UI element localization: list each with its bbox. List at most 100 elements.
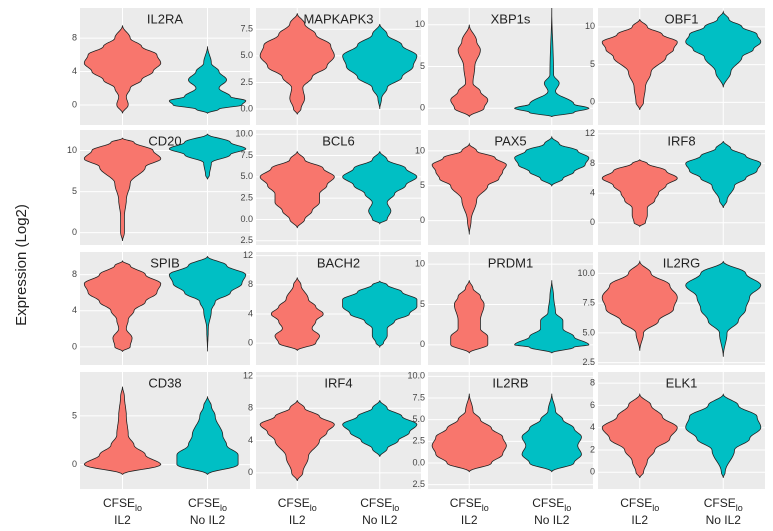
- y-tick-label: 7.5: [240, 150, 253, 160]
- y-tick-label: 10: [415, 19, 425, 29]
- y-tick-label: 2.5: [582, 357, 595, 367]
- panel-title: CD20: [148, 133, 181, 148]
- x-tick-label-sub: lo: [135, 503, 142, 513]
- y-tick-label: 12: [243, 250, 253, 260]
- x-tick-label: CFSElo: [278, 496, 317, 513]
- y-tick-label: 5: [420, 180, 425, 190]
- y-tick-label: 5.0: [240, 171, 253, 181]
- x-tick-label-main: CFSE: [704, 496, 736, 510]
- y-tick-label: 10: [415, 258, 425, 268]
- y-tick-label: 5: [420, 61, 425, 71]
- panel-title: OBF1: [665, 11, 699, 26]
- y-tick-label: 5.0: [582, 327, 595, 337]
- panel-title: SPIB: [150, 255, 180, 270]
- y-tick-label: 10: [585, 21, 595, 31]
- y-tick-label: 0.0: [240, 214, 253, 224]
- y-tick-label: 7.5: [240, 24, 253, 34]
- y-tick-label: 0: [72, 227, 77, 237]
- y-tick-label: 0: [72, 99, 77, 109]
- y-tick-label: 2.5: [240, 235, 253, 245]
- y-tick-label: 6: [590, 400, 595, 410]
- violin: [259, 151, 335, 229]
- panel-title: BACH2: [317, 255, 360, 270]
- violin: [342, 23, 418, 110]
- panel-title: CD38: [148, 375, 181, 390]
- panel-title: IL2RA: [147, 11, 183, 26]
- violin: [259, 13, 335, 115]
- violin: [601, 19, 678, 110]
- violin: [270, 277, 324, 352]
- x-tick-label-main: CFSE: [188, 496, 220, 510]
- violin: [83, 137, 162, 241]
- x-tick-label-line2: IL2: [461, 513, 478, 527]
- violin: [431, 393, 507, 473]
- y-tick-label: 10.0: [407, 371, 425, 381]
- x-tick-label-line2: No IL2: [362, 513, 398, 527]
- x-tick-label-main: CFSE: [278, 496, 310, 510]
- violin: [259, 400, 335, 482]
- y-tick-label: 7.5: [582, 298, 595, 308]
- y-tick-label: 4: [72, 66, 77, 76]
- y-tick-label: 0: [420, 215, 425, 225]
- violin: [601, 158, 678, 228]
- y-tick-label: 5: [72, 186, 77, 196]
- panel-title: IL2RB: [492, 375, 528, 390]
- violin: [168, 46, 247, 114]
- x-tick-label-sub: lo: [652, 503, 659, 513]
- y-tick-label: 0: [590, 217, 595, 227]
- x-tick-label-sub: lo: [564, 503, 571, 513]
- violin: [342, 400, 418, 457]
- y-tick-label: 2.5: [412, 479, 425, 489]
- x-tick-label-line2: IL2: [289, 513, 306, 527]
- violin: [342, 280, 418, 349]
- y-tick-label: 2: [590, 444, 595, 454]
- panel-title: PAX5: [494, 133, 526, 148]
- y-tick-label: 0: [248, 467, 253, 477]
- y-tick-label: 0: [420, 103, 425, 113]
- panel-title: BCL6: [322, 133, 355, 148]
- y-tick-label: 0: [420, 339, 425, 349]
- y-tick-label: 4: [72, 305, 77, 315]
- violin: [83, 25, 162, 114]
- y-tick-label: 12: [585, 128, 595, 138]
- violin: [450, 280, 489, 354]
- y-tick-label: 10: [415, 145, 425, 155]
- violin: [431, 142, 507, 235]
- y-tick-label: 5: [420, 299, 425, 309]
- x-tick-label-sub: lo: [482, 503, 489, 513]
- violin: [685, 10, 762, 88]
- y-tick-label: 8: [72, 32, 77, 42]
- y-tick-label: 8: [248, 403, 253, 413]
- x-tick-label: CFSElo: [450, 496, 489, 513]
- x-tick-label-sub: lo: [736, 503, 743, 513]
- y-tick-label: 4: [248, 308, 253, 318]
- x-tick-label: CFSElo: [188, 496, 227, 513]
- y-tick-label: 8: [72, 269, 77, 279]
- violin: [83, 386, 162, 475]
- y-tick-label: 0.0: [412, 457, 425, 467]
- y-tick-label: 0.0: [240, 103, 253, 113]
- x-tick-label: CFSElo: [103, 496, 142, 513]
- panel-title: IRF8: [667, 133, 695, 148]
- violin: [342, 151, 418, 225]
- x-tick-label: CFSElo: [704, 496, 743, 513]
- x-tick-label-sub: lo: [220, 503, 227, 513]
- y-tick-label: 2.5: [412, 436, 425, 446]
- y-tick-label: 0: [590, 467, 595, 477]
- x-tick-label-line2: IL2: [114, 513, 131, 527]
- x-tick-label: CFSElo: [532, 496, 571, 513]
- y-tick-label: 8: [248, 279, 253, 289]
- y-tick-label: 4: [590, 187, 595, 197]
- x-tick-label-main: CFSE: [360, 496, 392, 510]
- y-tick-label: 5.0: [412, 414, 425, 424]
- x-tick-label-sub: lo: [392, 503, 399, 513]
- y-tick-label: 4: [590, 422, 595, 432]
- violin: [685, 260, 762, 357]
- y-tick-label: 8: [590, 378, 595, 388]
- x-tick-label-line2: No IL2: [534, 513, 570, 527]
- y-tick-label: 2.5: [240, 193, 253, 203]
- y-tick-label: 2.5: [240, 77, 253, 87]
- violin: [685, 140, 762, 208]
- x-tick-label: CFSElo: [620, 496, 659, 513]
